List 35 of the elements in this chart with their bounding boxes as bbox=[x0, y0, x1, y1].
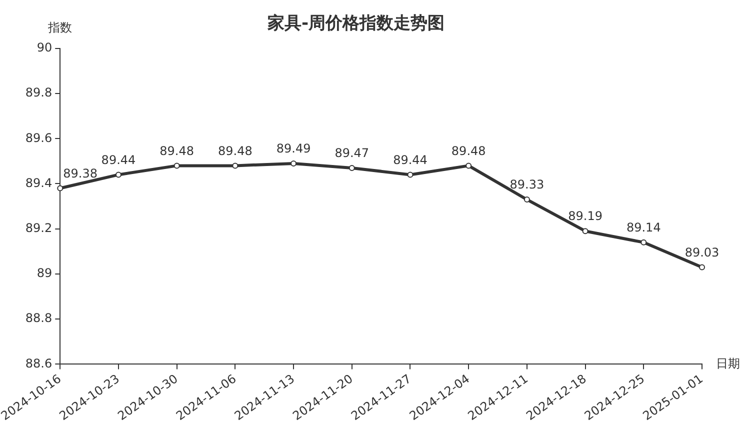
data-label: 89.47 bbox=[334, 146, 370, 160]
data-label: 89.49 bbox=[276, 142, 311, 156]
data-label: 89.19 bbox=[568, 209, 602, 224]
point bbox=[232, 162, 238, 169]
x-axis-title: 日期 bbox=[716, 356, 740, 370]
point bbox=[57, 185, 64, 192]
point bbox=[348, 164, 355, 171]
y-axis-title: 指数 bbox=[47, 20, 72, 35]
data-label: 89.33 bbox=[510, 178, 544, 192]
data-label: 89.44 bbox=[101, 152, 136, 167]
y-tick-label: 90 bbox=[36, 40, 52, 55]
point bbox=[466, 162, 472, 169]
data-label: 89.14 bbox=[626, 220, 661, 235]
point bbox=[524, 196, 530, 203]
point bbox=[290, 160, 297, 166]
data-label: 89.48 bbox=[160, 144, 194, 158]
point bbox=[582, 228, 588, 234]
point bbox=[407, 172, 414, 178]
data-label: 89.38 bbox=[63, 166, 98, 180]
y-tick-label: 89.6 bbox=[25, 130, 52, 145]
y-tick-label: 89 bbox=[36, 266, 52, 280]
y-tick-label: 88.6 bbox=[25, 356, 52, 370]
data-label: 89.03 bbox=[684, 245, 720, 260]
y-tick-label: 89.2 bbox=[25, 220, 52, 235]
data-label: 89.48 bbox=[451, 144, 486, 158]
y-tick-label: 89.4 bbox=[25, 176, 52, 190]
point bbox=[699, 264, 705, 270]
point bbox=[640, 239, 647, 246]
point bbox=[115, 172, 122, 178]
data-label: 89.48 bbox=[218, 144, 252, 158]
chart-title: 家具-周价格指数走势图 bbox=[266, 14, 445, 34]
y-tick-label: 88.8 bbox=[25, 311, 52, 326]
y-tick-label: 89.8 bbox=[25, 86, 52, 100]
data-label: 89.44 bbox=[393, 152, 428, 167]
point bbox=[174, 162, 180, 169]
